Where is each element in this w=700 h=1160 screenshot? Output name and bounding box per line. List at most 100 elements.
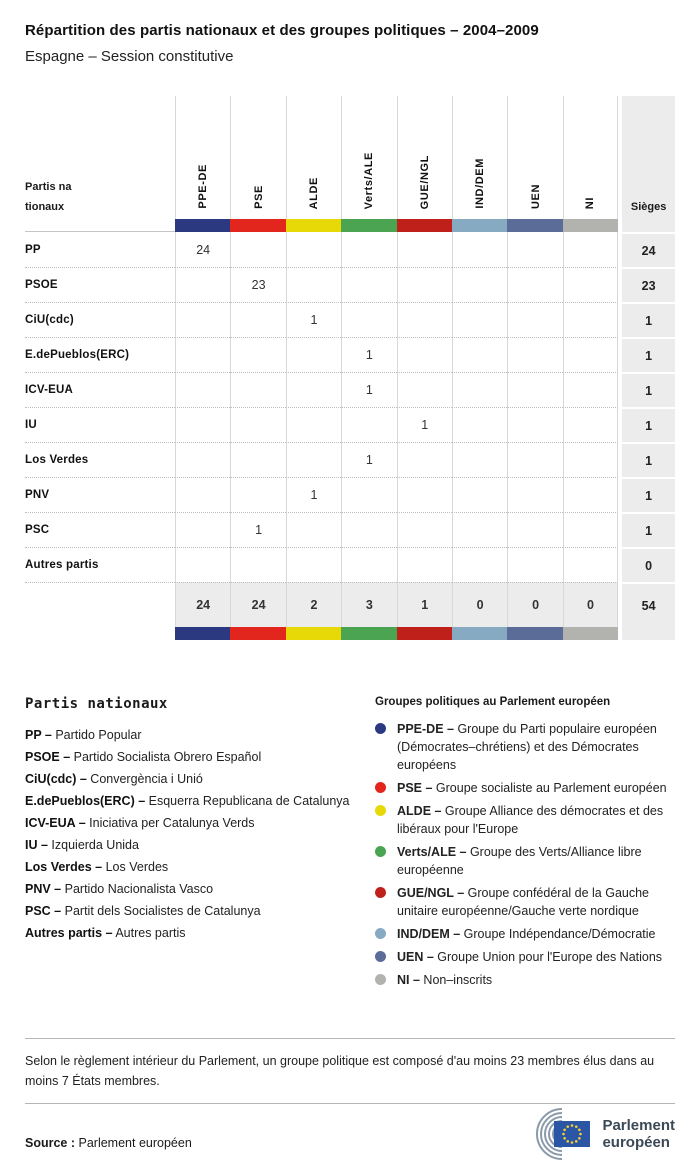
group-color-dot [375, 846, 386, 857]
seat-value-cell [285, 547, 342, 582]
seat-value-cell [175, 372, 231, 407]
column-gap [618, 337, 623, 372]
group-legend-code: ALDE – [397, 804, 442, 818]
group-total-cell: 0 [562, 582, 619, 627]
group-color-dot [375, 928, 386, 939]
seat-value-cell [451, 547, 508, 582]
seat-value-cell [285, 407, 342, 442]
seat-value-cell: 24 [175, 232, 230, 267]
seat-value-cell [562, 267, 619, 302]
seat-value-cell [451, 512, 508, 547]
party-legend-code: ICV-EUA – [25, 816, 86, 830]
seat-value-cell [341, 267, 397, 302]
party-legend-code: PSC – [25, 904, 62, 918]
group-column-label: UEN [529, 183, 542, 209]
party-legend-name: Iniciativa per Catalunya Verds [85, 816, 255, 830]
party-legend-item: PSC – Partit dels Socialistes de Catalun… [25, 900, 355, 922]
group-column-label: PPE-DE [197, 164, 210, 209]
seat-value-cell [285, 267, 342, 302]
group-legend-item: ALDE – Groupe Alliance des démocrates et… [375, 802, 675, 838]
group-legend-item: PSE – Groupe socialiste au Parlement eur… [375, 779, 675, 797]
party-legend-item: Autres partis – Autres partis [25, 922, 355, 944]
group-legend-code: Verts/ALE – [397, 845, 467, 859]
party-legend-name: Convergència i Unió [86, 772, 203, 786]
group-color-band-bottom [396, 627, 452, 640]
party-legend-item: CiU(cdc) – Convergència i Unió [25, 768, 355, 790]
group-column-header: NI [562, 96, 619, 219]
group-legend-code: IND/DEM – [397, 927, 461, 941]
seat-value-cell: 1 [341, 372, 397, 407]
group-column-header: PPE-DE [175, 96, 230, 219]
political-groups-legend-list: PPE-DE – Groupe du Parti populaire europ… [375, 720, 675, 989]
seat-value-cell [562, 477, 619, 512]
national-parties-legend-list: PP – Partido Popular PSOE – Partido Socia… [25, 724, 355, 944]
group-column-header: IND/DEM [451, 96, 507, 219]
column-gap [618, 267, 623, 302]
group-legend-text: PPE-DE – Groupe du Parti populaire europ… [397, 720, 675, 774]
group-column-header: PSE [230, 96, 285, 219]
seats-column-band-fill [622, 219, 676, 232]
party-row-label: E.dePueblos(ERC) [25, 337, 175, 372]
national-parties-legend: Partis nationaux PP – Partido Popular PSO… [25, 696, 375, 994]
seat-value-cell [396, 477, 452, 512]
seats-total-cell: 24 [622, 232, 676, 267]
group-total-cell: 1 [396, 582, 452, 627]
page-title: Répartition des partis nationaux et des … [25, 22, 539, 39]
party-legend-name: Partido Socialista Obrero Español [70, 750, 262, 764]
seat-value-cell: 1 [285, 477, 342, 512]
group-color-dot [375, 782, 386, 793]
party-row-label: PP [25, 243, 41, 256]
parliament-hemicycle-icon [536, 1108, 591, 1160]
totals-row-label [25, 582, 175, 627]
seat-value-cell [451, 302, 508, 337]
group-legend-item: NI – Non–inscrits [375, 971, 675, 989]
seat-value-cell [451, 232, 507, 267]
seat-value-cell [230, 302, 286, 337]
party-legend-item: IU – Izquierda Unida [25, 834, 355, 856]
group-legend-name: Groupe confédéral de la Gauche unitaire … [397, 886, 650, 918]
group-legend-code: UEN – [397, 950, 434, 964]
group-legend-text: IND/DEM – Groupe Indépendance/Démocratie [397, 925, 655, 943]
logo-wordmark: Parlement européen [602, 1117, 675, 1151]
seat-value-cell: 1 [341, 442, 397, 477]
group-legend-text: ALDE – Groupe Alliance des démocrates et… [397, 802, 675, 838]
seat-value-cell [230, 337, 286, 372]
column-gap [618, 302, 623, 337]
column-gap [618, 627, 623, 640]
party-legend-item: Los Verdes – Los Verdes [25, 856, 355, 878]
seat-value-cell [451, 372, 508, 407]
seats-total-cell: 0 [622, 547, 676, 582]
logo-line1: Parlement [602, 1117, 675, 1134]
european-parliament-logo: Parlement européen [504, 1108, 675, 1160]
group-color-dot [375, 723, 386, 734]
column-gap [618, 442, 623, 477]
group-color-dot [375, 951, 386, 962]
group-color-band-bottom [507, 627, 563, 640]
party-legend-name: Partido Nacionalista Vasco [61, 882, 214, 896]
group-color-band [562, 219, 619, 232]
seat-value-cell [507, 267, 563, 302]
seat-value-cell [396, 547, 452, 582]
seat-value-cell [451, 337, 508, 372]
group-total-cell: 24 [175, 582, 231, 627]
group-legend-name: Groupe Union pour l'Europe des Nations [433, 950, 663, 964]
seat-value-cell [507, 232, 562, 267]
seat-value-cell [285, 232, 341, 267]
column-gap [618, 219, 623, 232]
group-color-band-bottom [562, 627, 619, 640]
party-row-label: ICV-EUA [25, 372, 175, 407]
party-row-label: CiU(cdc) [25, 302, 175, 337]
footnote: Selon le règlement intérieur du Parlemen… [25, 1038, 675, 1104]
seat-value-cell: 1 [285, 302, 342, 337]
seat-value-cell [285, 512, 342, 547]
group-column-header: Verts/ALE [341, 96, 396, 219]
seat-value-cell [507, 442, 563, 477]
party-legend-item: PSOE – Partido Socialista Obrero Español [25, 746, 355, 768]
group-legend-code: GUE/NGL – [397, 886, 465, 900]
grand-total-seats-cell: 54 [622, 582, 676, 627]
seats-total-cell: 1 [622, 477, 676, 512]
party-row-label: PSC [25, 512, 175, 547]
party-row-label: Autres partis [25, 547, 175, 582]
seats-total-cell: 1 [622, 337, 676, 372]
column-gap [618, 547, 623, 582]
